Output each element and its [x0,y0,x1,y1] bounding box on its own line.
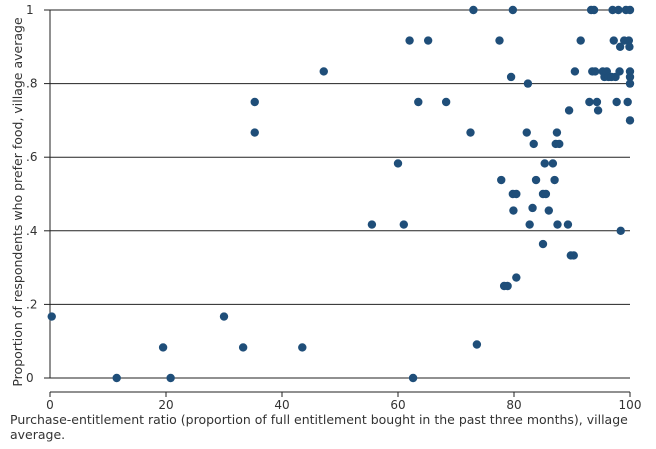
data-point [393,159,403,168]
gridlines [50,9,630,379]
data-point [548,159,558,168]
data-point [408,373,418,383]
y-tick-label: .2 [26,297,37,311]
data-point [503,281,512,291]
data-point [523,79,533,88]
y-tick-label: 1 [26,3,34,17]
y-tick-label: .4 [26,224,37,238]
data-point [608,5,617,15]
data-point [624,36,634,45]
data-point [495,36,504,45]
data-point [399,220,408,229]
data-point [540,159,549,168]
data-point [585,97,594,107]
data-point [497,175,506,185]
data-point [469,5,478,15]
data-point [367,220,377,229]
data-point [625,79,635,88]
data-point [612,97,621,107]
data-point [506,72,516,82]
data-point [112,373,121,383]
data-point [569,251,578,260]
data-point [589,5,599,15]
data-point [544,206,553,215]
data-point [615,67,624,76]
data-point [509,206,518,215]
data-point [591,67,600,76]
data-point [552,128,562,137]
data-point [441,97,451,107]
data-point [423,36,433,45]
x-tick-label: 0 [46,398,54,412]
data-point [625,42,634,51]
x-tick-label: 60 [390,398,405,412]
data-point [529,139,538,149]
data-point [298,343,307,352]
data-point [555,139,564,149]
data-point [525,220,534,229]
x-tick-label: 80 [506,398,521,412]
x-tick-label: 20 [158,398,173,412]
data-point [625,116,635,125]
data-point [625,5,635,15]
data-point [522,128,531,137]
y-axis-label: Proportion of respondents who prefer foo… [10,17,25,387]
data-point [609,36,618,45]
data-point [528,203,537,213]
data-point [238,343,248,352]
data-point [466,128,475,137]
data-point [570,67,580,76]
data-point [614,5,623,15]
data-point [47,312,56,321]
data-point [508,5,518,15]
data-points [47,5,635,383]
data-point [166,373,175,383]
data-point [564,106,574,115]
data-point [250,97,259,107]
data-point [250,128,259,137]
data-point [563,220,573,229]
data-point [616,226,625,235]
data-point [414,97,423,107]
y-tick-label: 0 [26,371,34,385]
data-point [538,239,548,249]
data-point [219,312,229,321]
axes: 0 .2 .4 .6 .8 1 0 20 40 60 80 100 [26,3,641,412]
data-point [531,175,541,185]
data-point [472,340,482,349]
y-tick-label: .6 [26,150,37,164]
data-point [541,189,551,199]
data-point [553,220,562,229]
data-point [576,36,585,45]
data-point [615,42,625,51]
y-tick-label: .8 [26,77,37,91]
data-point [319,67,328,76]
data-point [625,72,635,82]
data-point [405,36,414,45]
data-point [158,343,168,352]
x-axis-label: Purchase-entitlement ratio (proportion o… [10,412,628,442]
x-tick-label: 40 [274,398,289,412]
scatter-chart: 0 .2 .4 .6 .8 1 0 20 40 60 80 100 Proportion of res… [10,3,641,412]
data-point [592,97,602,107]
data-point [550,175,559,185]
data-point [623,97,632,107]
data-point [593,106,603,115]
data-point [512,273,521,282]
x-tick-label: 100 [619,398,642,412]
data-point [512,189,521,199]
